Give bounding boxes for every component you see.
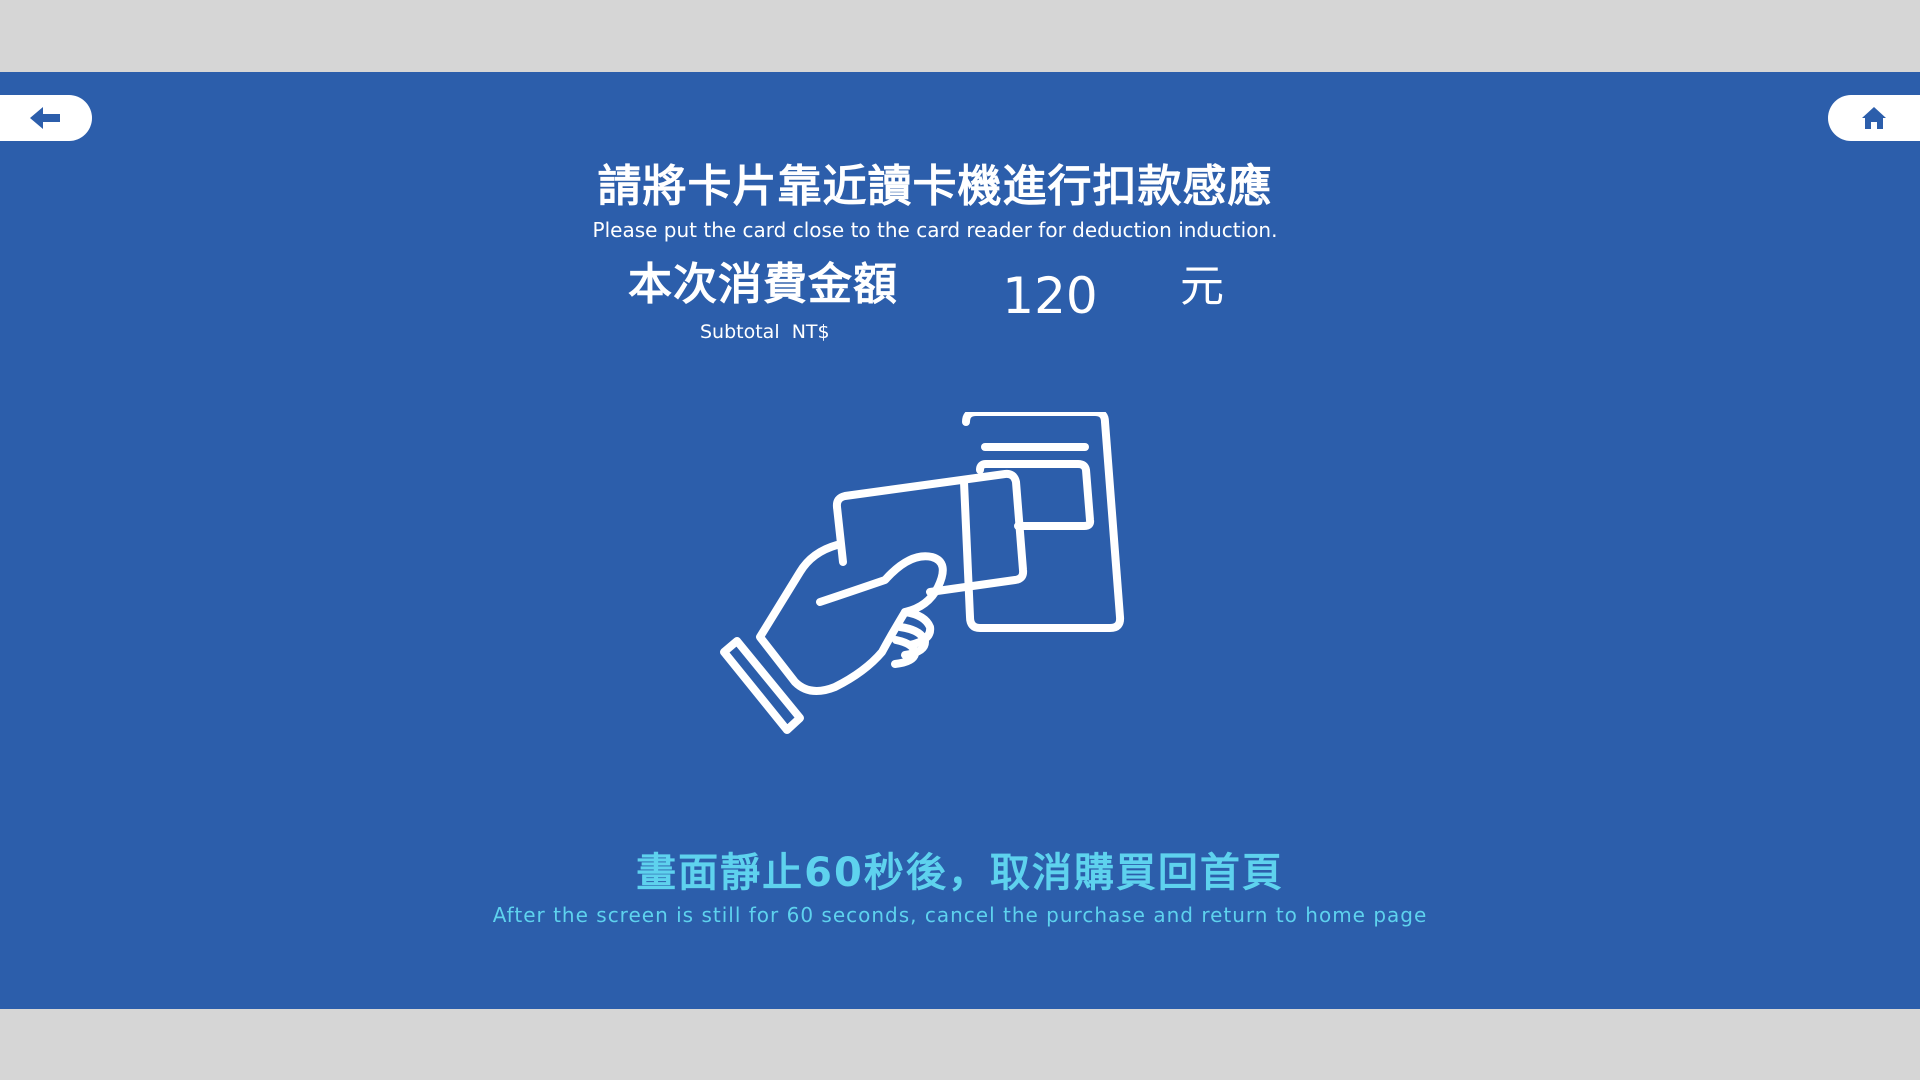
subtotal-value: 120 xyxy=(1002,267,1098,325)
instruction-title-zh: 請將卡片靠近讀卡機進行扣款感應 xyxy=(597,161,1273,212)
instruction-title-en: Please put the card close to the card re… xyxy=(592,218,1278,242)
timeout-notice-zh: 畫面靜止60秒後，取消購買回首頁 xyxy=(636,850,1284,896)
amount-block: 本次消費金額 Subtotal NT$ 120 元 xyxy=(0,258,1920,348)
hand-card-reader-icon xyxy=(700,408,1150,872)
payment-screen: 請將卡片靠近讀卡機進行扣款感應 Please put the card clos… xyxy=(0,72,1920,1009)
timeout-notice: 畫面靜止60秒後，取消購買回首頁 After the screen is sti… xyxy=(0,847,1920,929)
home-icon xyxy=(1862,107,1886,129)
subtotal-label-zh: 本次消費金額 xyxy=(628,259,898,310)
home-button[interactable] xyxy=(1828,95,1920,141)
timeout-notice-en: After the screen is still for 60 seconds… xyxy=(492,903,1428,927)
subtotal-label-en: Subtotal NT$ xyxy=(700,321,830,343)
arrow-left-icon xyxy=(30,107,60,129)
currency-unit: 元 xyxy=(1180,261,1224,312)
instruction-block: 請將卡片靠近讀卡機進行扣款感應 Please put the card clos… xyxy=(0,160,1870,244)
back-button[interactable] xyxy=(0,95,92,141)
